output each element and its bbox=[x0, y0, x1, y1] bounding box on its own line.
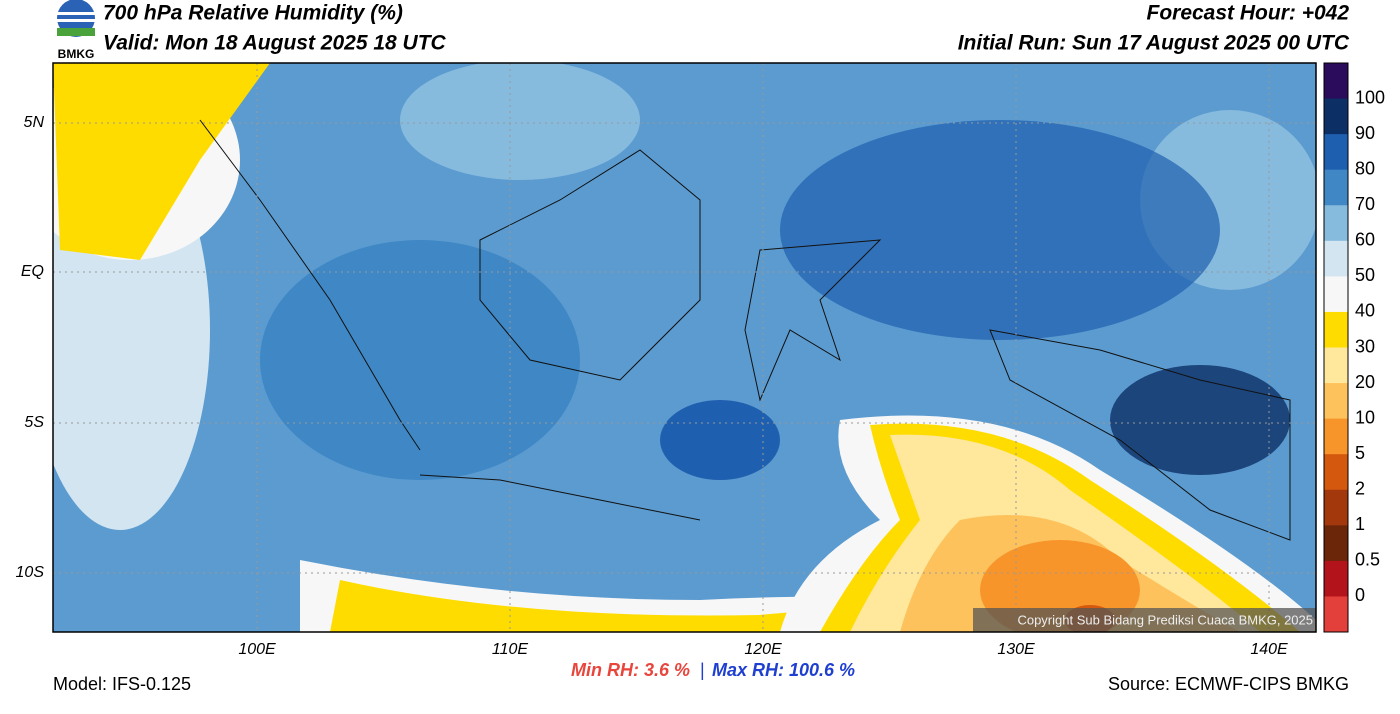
colorbar-box bbox=[1324, 240, 1348, 277]
forecast-hour: Forecast Hour: +042 bbox=[1147, 2, 1350, 25]
colorbar-label: 10 bbox=[1355, 407, 1375, 427]
grid-lines bbox=[53, 63, 1316, 632]
model: Model: IFS-0.125 bbox=[53, 674, 191, 694]
colorbar-box bbox=[1324, 418, 1348, 455]
lat-label: 5N bbox=[24, 114, 45, 131]
colorbar-label: 100 bbox=[1355, 87, 1385, 107]
coastlines bbox=[199, 119, 1291, 541]
colorbar-box bbox=[1324, 169, 1348, 206]
colorbar-box bbox=[1324, 311, 1348, 348]
lon-label: 100E bbox=[238, 641, 276, 658]
min-rh: Min RH: 3.6 % bbox=[571, 660, 690, 680]
colorbar-label: 40 bbox=[1355, 301, 1375, 321]
lon-label: 110E bbox=[492, 641, 529, 658]
lat-label: EQ bbox=[21, 263, 44, 280]
colorbar-label: 70 bbox=[1355, 194, 1375, 214]
colorbar-box bbox=[1324, 383, 1348, 420]
colorbar-box bbox=[1324, 596, 1348, 633]
title: 700 hPa Relative Humidity (%) bbox=[103, 2, 403, 25]
separator: | bbox=[700, 660, 705, 680]
colorbar-label: 0 bbox=[1355, 585, 1365, 605]
colorbar-label: 20 bbox=[1355, 372, 1375, 392]
copyright: Copyright Sub Bidang Prediksi Cuaca BMKG… bbox=[1017, 612, 1313, 627]
colorbar-box bbox=[1324, 347, 1348, 384]
colorbar-box bbox=[1324, 560, 1348, 597]
logo-text: BMKG bbox=[58, 47, 95, 61]
colorbar-label: 30 bbox=[1355, 336, 1375, 356]
valid-time: Valid: Mon 18 August 2025 18 UTC bbox=[103, 32, 447, 55]
colorbar-box bbox=[1324, 489, 1348, 526]
lon-label: 140E bbox=[1250, 641, 1288, 658]
logo: BMKG bbox=[57, 0, 95, 61]
colorbar-label: 1 bbox=[1355, 514, 1365, 534]
colorbar-box bbox=[1324, 205, 1348, 242]
colorbar-label: 60 bbox=[1355, 230, 1375, 250]
humidity-field: Copyright Sub Bidang Prediksi Cuaca BMKG… bbox=[53, 63, 1316, 632]
colorbar-frame bbox=[1323, 62, 1349, 633]
colorbar-label: 50 bbox=[1355, 265, 1375, 285]
colorbar-label: 80 bbox=[1355, 158, 1375, 178]
colorbar-box bbox=[1324, 98, 1348, 135]
colorbar-label: 90 bbox=[1355, 123, 1375, 143]
colorbar-label: 5 bbox=[1355, 443, 1365, 463]
initial-run: Initial Run: Sun 17 August 2025 00 UTC bbox=[958, 32, 1350, 55]
max-rh: Max RH: 100.6 % bbox=[712, 660, 855, 680]
colorbar-box bbox=[1324, 134, 1348, 171]
lon-label: 120E bbox=[744, 641, 782, 658]
colorbar-box bbox=[1324, 276, 1348, 313]
colorbar-box bbox=[1324, 454, 1348, 491]
lon-label: 130E bbox=[997, 641, 1035, 658]
colorbar-label: 2 bbox=[1355, 479, 1365, 499]
lat-label: 10S bbox=[16, 564, 45, 581]
colorbar-label: 0.5 bbox=[1355, 550, 1380, 570]
source: Source: ECMWF-CIPS BMKG bbox=[1108, 674, 1349, 694]
map-frame bbox=[52, 62, 1317, 633]
colorbar-box bbox=[1324, 63, 1348, 100]
lat-label: 5S bbox=[24, 414, 44, 431]
colorbar-box bbox=[1324, 525, 1348, 562]
